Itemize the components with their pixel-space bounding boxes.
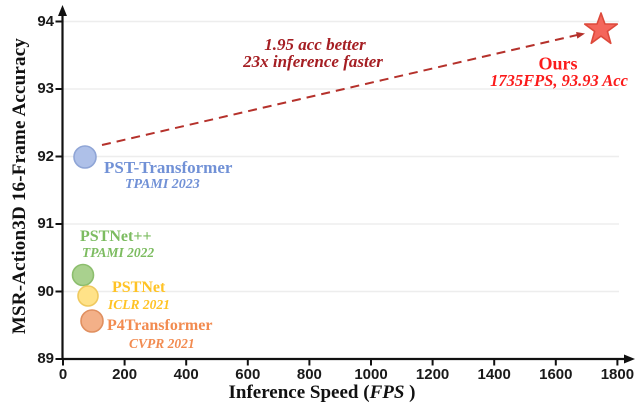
point-pstnet (77, 285, 99, 307)
x-axis-title: Inference Speed (FPS ) (228, 382, 415, 404)
x-tick-label-400: 400 (173, 366, 199, 383)
label-pstnet-plus-plus: PSTNet++ (80, 228, 152, 245)
y-tick-label-91: 91 (37, 215, 54, 232)
x-axis-arrowhead (624, 354, 635, 364)
label-pstnet: PSTNet (112, 279, 166, 296)
y-tick-label-92: 92 (37, 147, 54, 165)
y-axis-arrowhead (58, 5, 67, 16)
annotation-inference-faster: 23x inference faster (243, 52, 383, 71)
label-ours: Ours (538, 53, 578, 74)
label-pstnet-plus-plus-venue: TPAMI 2022 (82, 245, 155, 260)
y-tick-label-94: 94 (37, 12, 54, 30)
label-p4transformer: P4Transformer (107, 317, 213, 334)
x-tick-label-1400: 1400 (477, 366, 511, 383)
x-tick-label-0: 0 (58, 366, 68, 383)
improvement-arrow-head (576, 32, 585, 39)
y-tick-label-93: 93 (37, 80, 54, 97)
x-axis-title-prefix: Inference Speed ( (228, 382, 370, 403)
x-tick-label-800: 800 (296, 366, 322, 383)
point-p4transformer (80, 309, 104, 333)
y-tick-label-89: 89 (37, 350, 54, 367)
label-ours-detail: 1735FPS, 93.93 Acc (490, 71, 628, 90)
point-pstnet-plus-plus (71, 263, 95, 287)
label-pst-transformer-venue: TPAMI 2023 (125, 177, 200, 192)
x-axis-title-suffix: ) (404, 382, 416, 403)
x-axis-title-unit: FPS (369, 382, 405, 403)
x-tick-label-1000: 1000 (354, 366, 388, 383)
label-pst-transformer: PST-Transformer (104, 158, 233, 177)
annotation-acc-better: 1.95 acc better (264, 35, 366, 54)
x-tick-label-1200: 1200 (415, 366, 450, 383)
y-tick-label-90: 90 (37, 282, 54, 300)
x-tick-label-1600: 1600 (539, 366, 573, 383)
x-tick-label-600: 600 (235, 366, 261, 383)
point-ours-star-icon (583, 12, 619, 45)
point-pst-transformer (73, 145, 97, 169)
x-tick-label-200: 200 (112, 366, 138, 383)
label-p4transformer-venue: CVPR 2021 (129, 336, 195, 351)
x-tick-label-1800: 1800 (600, 366, 635, 383)
label-pstnet-venue: ICLR 2021 (108, 297, 170, 312)
improvement-arrow-line (101, 33, 579, 146)
